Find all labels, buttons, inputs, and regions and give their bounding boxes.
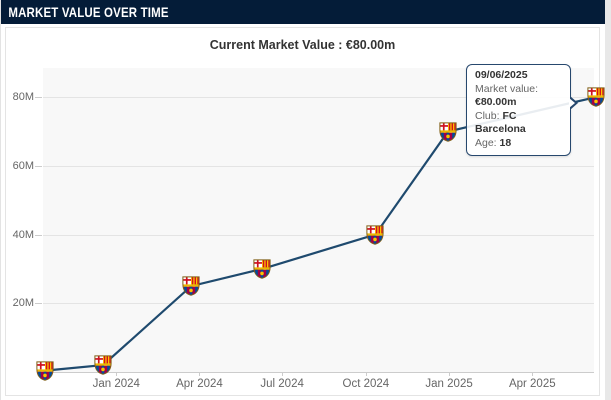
x-axis-tick-label: Apr 2025: [508, 378, 556, 390]
tooltip-market-value-label: Market value:: [475, 82, 539, 95]
tooltip-age-label: Age:: [475, 136, 497, 149]
fc-barcelona-crest-icon[interactable]: [366, 225, 384, 245]
fc-barcelona-crest-icon[interactable]: [253, 259, 271, 279]
y-axis-tick-label: 60M: [12, 159, 34, 172]
x-axis-tick-label: Oct 2024: [342, 378, 390, 390]
fc-barcelona-crest-icon[interactable]: [587, 87, 605, 107]
tooltip-market-value-row: Market value: €80.00m: [475, 83, 562, 110]
y-axis-tick: [35, 234, 42, 236]
tooltip-date: 09/06/2025: [475, 69, 528, 81]
chart-tooltip: 09/06/2025 Market value: €80.00m Club: F…: [466, 64, 578, 156]
fc-barcelona-crest-icon[interactable]: [439, 122, 457, 142]
x-axis-tick-label: Jan 2024: [92, 378, 140, 390]
tooltip-age: 18: [499, 136, 512, 149]
y-axis-tick-label: 20M: [12, 297, 34, 310]
tooltip-age-row: Age: 18: [475, 137, 562, 151]
page-title: MARKET VALUE OVER TIME: [8, 4, 169, 20]
tooltip-market-value: €80.00m: [475, 96, 517, 108]
y-axis-tick: [35, 303, 42, 305]
y-axis-tick-label: 40M: [12, 228, 34, 241]
grid-line: [43, 165, 594, 167]
scrollbar-track[interactable]: [605, 0, 611, 400]
x-axis-tick-label: Jan 2025: [425, 378, 473, 390]
tooltip-club-row: Club: FC Barcelona: [475, 110, 562, 137]
x-axis-tick: [449, 372, 451, 376]
grid-line: [43, 97, 594, 99]
fc-barcelona-crest-icon[interactable]: [36, 361, 54, 381]
x-axis-tick: [365, 372, 367, 376]
fc-barcelona-crest-icon[interactable]: [182, 276, 200, 296]
tooltip-club-label: Club:: [475, 109, 500, 122]
tooltip-club: FC Barcelona: [475, 109, 526, 136]
x-axis-tick: [532, 372, 534, 376]
grid-line: [43, 303, 594, 305]
x-axis-tick: [116, 372, 118, 376]
grid-line: [43, 234, 594, 236]
y-axis-tick: [35, 97, 42, 99]
x-axis-tick: [199, 372, 201, 376]
x-axis-tick-label: Jul 2024: [260, 378, 304, 390]
y-axis-tick-label: 80M: [12, 91, 34, 104]
x-axis-tick: [282, 372, 284, 376]
section-header-bar: MARKET VALUE OVER TIME: [1, 0, 605, 24]
y-axis-tick: [35, 165, 42, 167]
current-market-value-subtitle: Current Market Value : €80.00m: [209, 38, 396, 52]
fc-barcelona-crest-icon[interactable]: [94, 355, 112, 375]
x-axis-tick-label: Apr 2024: [176, 378, 223, 390]
